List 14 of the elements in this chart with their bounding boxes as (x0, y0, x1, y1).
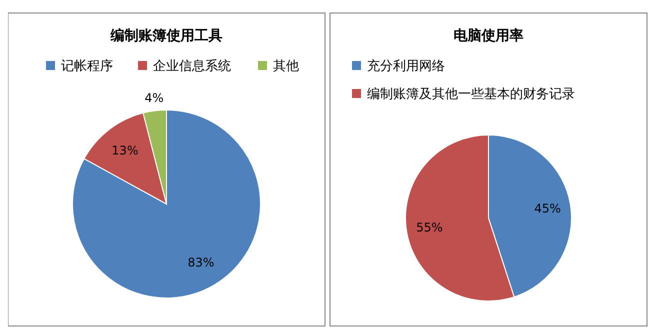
legend-label: 其他 (273, 59, 299, 74)
legend-label: 记帐程序 (61, 58, 113, 74)
data-label: 55% (416, 220, 443, 234)
data-label: 13% (112, 144, 138, 158)
legend-label: 充分利用网络 (367, 59, 445, 74)
data-label: 4% (144, 91, 164, 106)
legend-label: 编制账簿及其他一些基本的财务记录 (367, 87, 575, 102)
data-label: 83% (188, 255, 214, 270)
legend-label: 企业信息系统 (153, 59, 231, 74)
chart-title: 编制账簿使用工具 (110, 27, 222, 44)
pie-slice (72, 110, 261, 298)
pie-slice (84, 112, 167, 204)
chart-title: 电脑使用率 (454, 27, 524, 44)
data-label: 45% (534, 202, 561, 216)
